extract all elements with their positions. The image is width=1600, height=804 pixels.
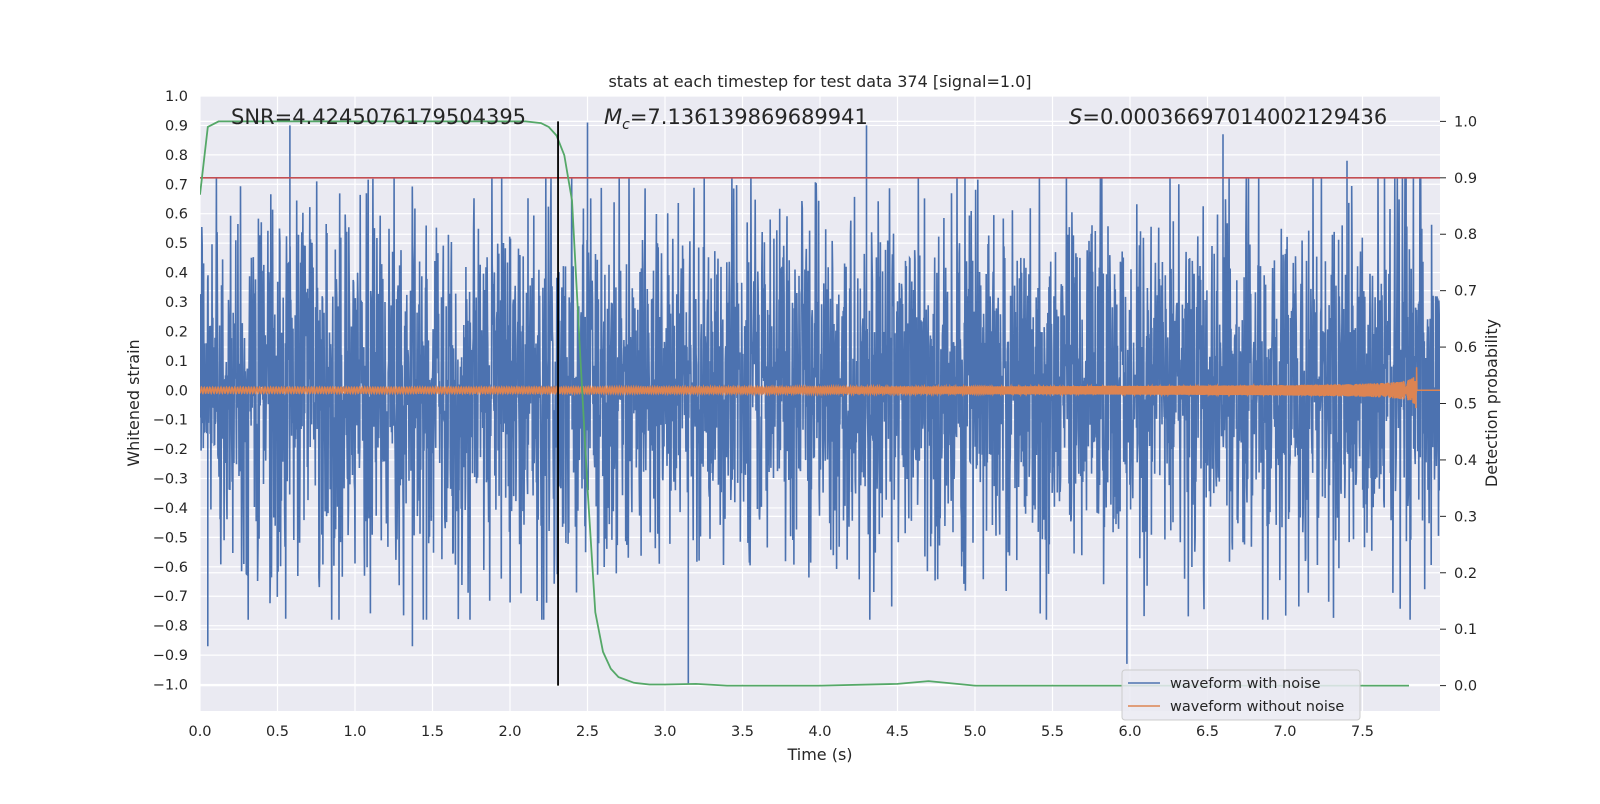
data-layer: [200, 120, 1440, 687]
mc-annotation: Mc=7.136139869689941: [604, 105, 868, 133]
y2-tick-label: 0.5: [1454, 397, 1477, 413]
y2-tick-label: 0.3: [1454, 509, 1477, 525]
x-axis-label: Time (s): [786, 745, 852, 764]
snr-annotation: SNR=4.4245076179504395: [231, 105, 526, 129]
y-axis-label: Whitened strain: [124, 339, 143, 466]
y2-tick-label: 0.4: [1454, 453, 1477, 469]
y-tick-label: −0.9: [153, 648, 188, 664]
y-tick-label: −0.5: [153, 530, 188, 546]
x-tick-label: 4.0: [808, 724, 831, 740]
y-tick-label: −0.7: [153, 589, 188, 605]
legend-box: [1121, 669, 1361, 721]
y2-tick-label: 0.1: [1454, 622, 1477, 638]
s-annotation: S=0.00036697014002129436: [1069, 105, 1387, 129]
y-tick-label: −0.1: [153, 413, 188, 429]
y-tick-label: −0.3: [153, 472, 188, 488]
y2-tick-label: 0.6: [1454, 340, 1477, 356]
x-tick-label: 7.5: [1351, 724, 1374, 740]
s-value: =0.00036697014002129436: [1082, 105, 1387, 129]
x-tick-label: 3.5: [731, 724, 754, 740]
y2-tick-label: 0.8: [1454, 227, 1477, 243]
x-tick-label: 0.5: [266, 724, 289, 740]
y-tick-label: 0.5: [165, 236, 188, 252]
y-ticks: 1.0 0.9 0.8 0.7 0.6 0.5 0.4 0.3 0.2 0.1 0.0 −0.1 −0.…: [153, 89, 188, 694]
x-tick-label: 3.0: [653, 724, 676, 740]
y2-tick-label: 0.0: [1454, 679, 1477, 695]
x-tick-label: 5.5: [1041, 724, 1064, 740]
x-tick-label: 2.5: [576, 724, 599, 740]
series-waveform-with-noise: [200, 122, 1440, 685]
legend-label-waveform-with-noise: waveform with noise: [1170, 676, 1321, 692]
y-tick-label: 0.4: [165, 266, 188, 282]
x-tick-label: 1.5: [421, 724, 444, 740]
y-tick-label: 0.9: [165, 118, 188, 134]
x-tick-label: 0.0: [188, 724, 211, 740]
y2-tick-label: 0.9: [1454, 171, 1477, 187]
y-tick-label: 0.2: [165, 324, 188, 340]
y-tick-label: 0.6: [165, 207, 188, 223]
y-tick-label: 1.0: [165, 89, 188, 105]
x-tick-label: 5.0: [963, 724, 986, 740]
y-tick-label: −0.8: [153, 619, 188, 635]
y2-ticks: 1.0 0.9 0.8 0.7 0.6 0.5 0.4 0.3 0.2 0.1 0.0: [1440, 114, 1477, 695]
y2-tick-label: 0.7: [1454, 284, 1477, 300]
series-detection-probability: [200, 120, 1409, 687]
x-tick-label: 1.0: [343, 724, 366, 740]
y-tick-label: −0.6: [153, 560, 188, 576]
x-tick-label: 6.5: [1196, 724, 1219, 740]
y-tick-label: 0.7: [165, 177, 188, 193]
series-waveform-without-noise: [200, 367, 1440, 409]
x-tick-label: 6.0: [1118, 724, 1141, 740]
y-tick-label: −0.4: [153, 501, 188, 517]
s-symbol: S: [1069, 105, 1082, 129]
y-tick-label: 0.0: [165, 383, 188, 399]
y2-axis-label: Detection probability: [1482, 319, 1501, 487]
legend-label-waveform-without-noise: waveform without noise: [1170, 699, 1344, 715]
y2-tick-label: 1.0: [1454, 114, 1477, 130]
legend: waveform with noise waveform without noi…: [1121, 669, 1361, 721]
mc-subscript: c: [622, 117, 630, 133]
y-tick-label: 0.3: [165, 295, 188, 311]
x-tick-label: 2.0: [498, 724, 521, 740]
chart-title: stats at each timestep for test data 374…: [608, 72, 1031, 91]
x-ticks: 0.0 0.5 1.0 1.5 2.0 2.5 3.0 3.5 4.0 4.5 5.0 5.5 6.0 6…: [188, 724, 1374, 740]
x-tick-label: 7.0: [1273, 724, 1296, 740]
mc-symbol: M: [604, 105, 622, 129]
y-tick-label: 0.8: [165, 148, 188, 164]
mc-value: =7.136139869689941: [630, 105, 868, 129]
x-tick-label: 4.5: [886, 724, 909, 740]
y-tick-label: −1.0: [153, 678, 188, 694]
y2-tick-label: 0.2: [1454, 566, 1477, 582]
y-tick-label: 0.1: [165, 354, 188, 370]
y-tick-label: −0.2: [153, 442, 188, 458]
